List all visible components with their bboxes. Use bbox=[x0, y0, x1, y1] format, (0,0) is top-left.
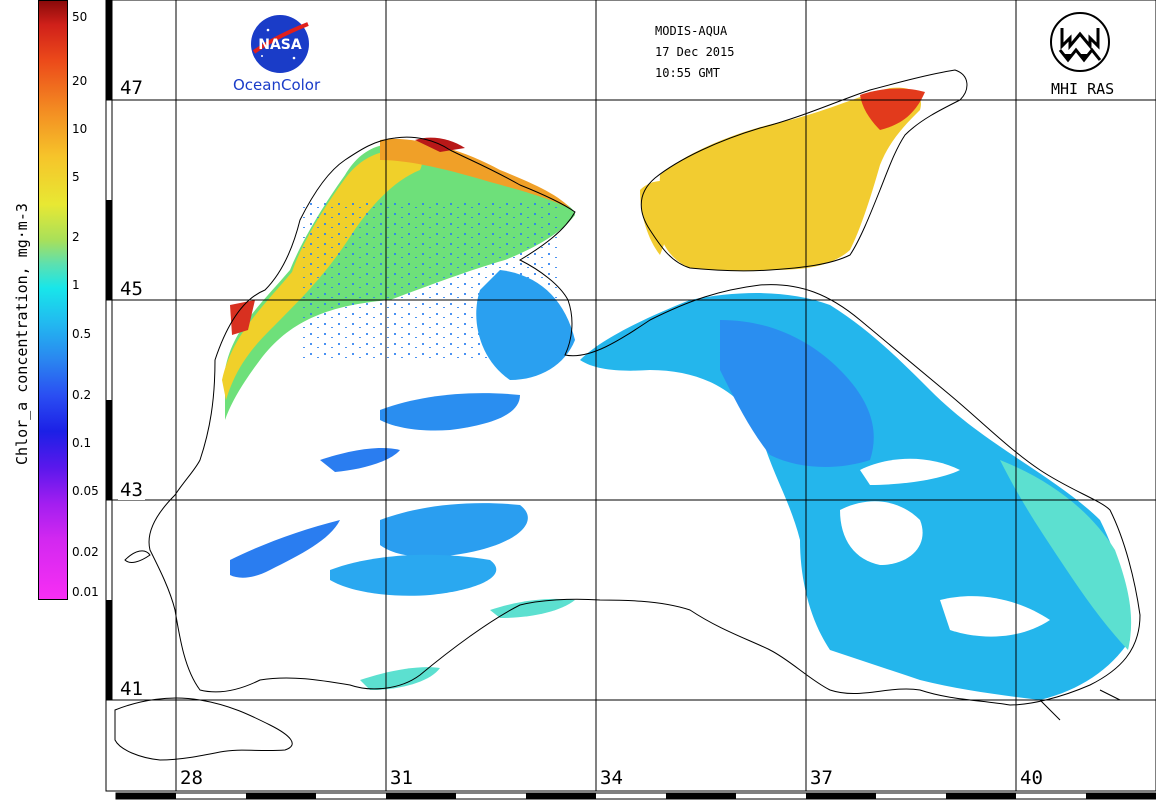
left-scale-bar bbox=[105, 0, 113, 701]
date-label: 17 Dec 2015 bbox=[655, 45, 735, 59]
latitude-label: 47 bbox=[118, 77, 145, 99]
longitude-label: 40 bbox=[1018, 767, 1045, 789]
colorbar-tick: 0.05 bbox=[72, 484, 99, 498]
nasa-logo-icon: NASA bbox=[251, 15, 309, 73]
longitude-label: 37 bbox=[808, 767, 835, 789]
colorbar-tick: 20 bbox=[72, 74, 88, 88]
colorbar-tick: 0.1 bbox=[72, 436, 92, 450]
colorbar-tick: 1 bbox=[72, 278, 80, 292]
colorbar-tick: 2 bbox=[72, 230, 80, 244]
chlorophyll-field bbox=[222, 87, 1132, 700]
mhi-logo-icon bbox=[1050, 12, 1110, 72]
latitude-label: 43 bbox=[118, 479, 145, 501]
latitude-label: 41 bbox=[118, 678, 145, 700]
graticule bbox=[106, 0, 1156, 791]
colorbar-tick: 0.01 bbox=[72, 585, 99, 599]
longitude-label: 31 bbox=[388, 767, 415, 789]
colorbar-tick: 5 bbox=[72, 170, 80, 184]
colorbar-tick: 0.5 bbox=[72, 327, 92, 341]
colorbar bbox=[38, 0, 68, 600]
sensor-label: MODIS-AQUA bbox=[655, 24, 728, 38]
coastline bbox=[114, 69, 1141, 761]
oceancolor-text: OceanColor bbox=[233, 76, 321, 94]
colorbar-tick: 10 bbox=[72, 122, 88, 136]
nasa-logo-text: NASA bbox=[258, 37, 302, 53]
time-label: 10:55 GMT bbox=[655, 66, 721, 80]
longitude-label: 34 bbox=[598, 767, 625, 789]
latitude-label: 45 bbox=[118, 278, 145, 300]
colorbar-tick: 50 bbox=[72, 10, 88, 24]
longitude-label: 28 bbox=[178, 767, 205, 789]
colorbar-tick: 0.02 bbox=[72, 545, 99, 559]
mhi-ras-text: MHI RAS bbox=[1051, 80, 1115, 98]
colorbar-title: Chlor_a concentration, mg·m-3 bbox=[13, 203, 31, 465]
colorbar-tick: 0.2 bbox=[72, 388, 92, 402]
